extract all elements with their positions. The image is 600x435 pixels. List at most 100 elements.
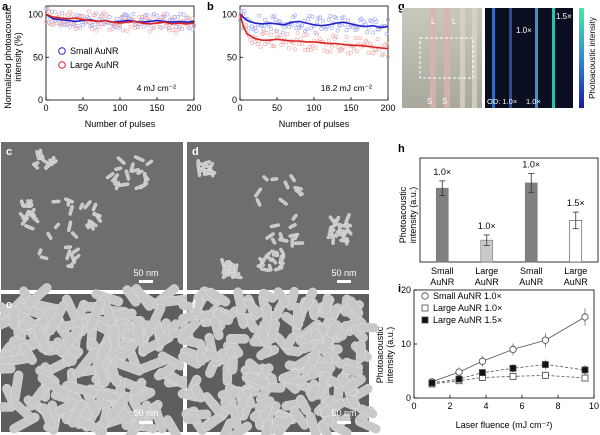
- b-scatter-large: [341, 45, 346, 50]
- i-xtick-label-2: 4: [483, 401, 488, 411]
- panel-letter-i: i: [398, 283, 401, 295]
- nanorod: [258, 288, 278, 303]
- a-scatter-small: [115, 16, 120, 21]
- a-scatter-large: [166, 28, 171, 33]
- b-xtick-label-0: 0: [237, 103, 242, 113]
- a-scatter-large: [125, 28, 130, 33]
- a-scatter-large: [52, 10, 57, 15]
- nanorod: [292, 302, 304, 329]
- nanorod: [196, 159, 201, 169]
- scalebar-e: [139, 421, 153, 424]
- nanorod: [78, 202, 85, 210]
- nanorod: [51, 199, 61, 204]
- nanorod: [279, 247, 286, 257]
- nanorod: [105, 172, 115, 180]
- nanorod: [288, 223, 297, 229]
- h-top-label-1: 1.0×: [478, 221, 496, 231]
- b-scatter-small: [319, 26, 324, 31]
- panel-a-ylabel-line1: Normalized photoacoustic: [3, 5, 13, 109]
- a-scatter-large: [81, 14, 86, 19]
- nanorod: [234, 264, 238, 273]
- i-point-small-1x: [541, 336, 550, 344]
- nanorod: [294, 188, 304, 196]
- tube-label-top-2: L: [452, 17, 457, 26]
- i-point-large-1x: [581, 374, 589, 382]
- a-scatter-large: [94, 28, 99, 33]
- phantom-tube-2: [444, 8, 450, 108]
- nanorod: [31, 215, 40, 224]
- i-xtick-label-5: 10: [589, 401, 599, 411]
- nanorod: [269, 223, 280, 229]
- a-scatter-large: [132, 25, 137, 30]
- nanorod: [220, 386, 241, 408]
- phantom-tube-4: [472, 8, 477, 108]
- b-scatter-small: [294, 26, 299, 31]
- b-scatter-small: [269, 27, 274, 32]
- panel-a-ylabel-line2: intensity (%): [13, 32, 23, 82]
- nanorod: [178, 318, 201, 343]
- nanorod: [69, 252, 76, 261]
- nanorod: [270, 177, 279, 182]
- nanorod: [24, 224, 35, 231]
- b-scatter-large: [263, 42, 268, 47]
- b-scatter-large: [375, 37, 380, 42]
- i-point-large-1-5x: [581, 366, 589, 374]
- b-scatter-large: [329, 44, 334, 49]
- b-scatter-large: [348, 50, 353, 55]
- nanorod: [346, 296, 364, 318]
- nanorod: [132, 316, 145, 346]
- b-scatter-large: [385, 54, 390, 59]
- nanorod: [267, 263, 273, 272]
- a-scatter-large: [100, 21, 105, 26]
- nanorod: [270, 237, 277, 245]
- scalebar-label-d: 50 nm: [331, 268, 356, 278]
- a-scatter-large: [169, 15, 174, 20]
- scalebar-label-c: 50 nm: [133, 268, 158, 278]
- b-scatter-large: [326, 38, 331, 43]
- nanorod: [92, 358, 110, 388]
- scalebar-label-e: 50 nm: [133, 408, 158, 418]
- nanorod: [28, 207, 36, 217]
- nanorod: [314, 362, 336, 373]
- b-scatter-small: [375, 27, 380, 32]
- b-scatter-large: [335, 44, 340, 49]
- i-xtick-label-1: 2: [447, 401, 452, 411]
- a-scatter-small: [174, 24, 179, 29]
- a-scatter-small: [75, 13, 80, 18]
- a-scatter-large: [163, 24, 168, 29]
- nanorod: [320, 399, 345, 418]
- i-legend-marker-large-1-5x: [421, 316, 429, 324]
- nanorod: [344, 213, 351, 224]
- b-scatter-large: [279, 42, 284, 47]
- b-scatter-small: [314, 20, 319, 25]
- a-scatter-large: [64, 22, 69, 27]
- b-scatter-large: [371, 51, 376, 56]
- nanorod: [203, 169, 214, 175]
- a-scatter-small: [180, 26, 185, 31]
- nanorod: [289, 406, 310, 430]
- nanorod: [261, 256, 267, 264]
- nanorod: [10, 398, 37, 424]
- nanorod: [19, 343, 37, 365]
- nanorod: [86, 298, 105, 332]
- nanorod: [356, 404, 378, 419]
- i-point-large-1-5x: [428, 379, 436, 387]
- i-fit-large-1-5x: [431, 364, 586, 384]
- nanorod: [48, 158, 57, 163]
- nanorod: [266, 382, 286, 393]
- a-scatter-small: [81, 23, 86, 28]
- a-scatter-large: [171, 27, 176, 32]
- a-line-large: [45, 13, 195, 25]
- b-scatter-large: [304, 32, 309, 37]
- nanorod: [37, 248, 43, 256]
- b-scatter-small: [346, 18, 351, 23]
- i-point-large-1-5x: [509, 364, 517, 372]
- b-scatter-small: [372, 16, 377, 21]
- a-scatter-small: [107, 15, 112, 20]
- b-scatter-large: [303, 47, 308, 52]
- panel-a-photoacoustic-4mJ: a Normalized photoacoustic intensity (%)…: [2, 1, 202, 129]
- a-scatter-large: [79, 14, 84, 19]
- a-xtick-label-3: 150: [149, 103, 164, 113]
- nanorod: [282, 333, 297, 351]
- b-scatter-small: [363, 22, 368, 27]
